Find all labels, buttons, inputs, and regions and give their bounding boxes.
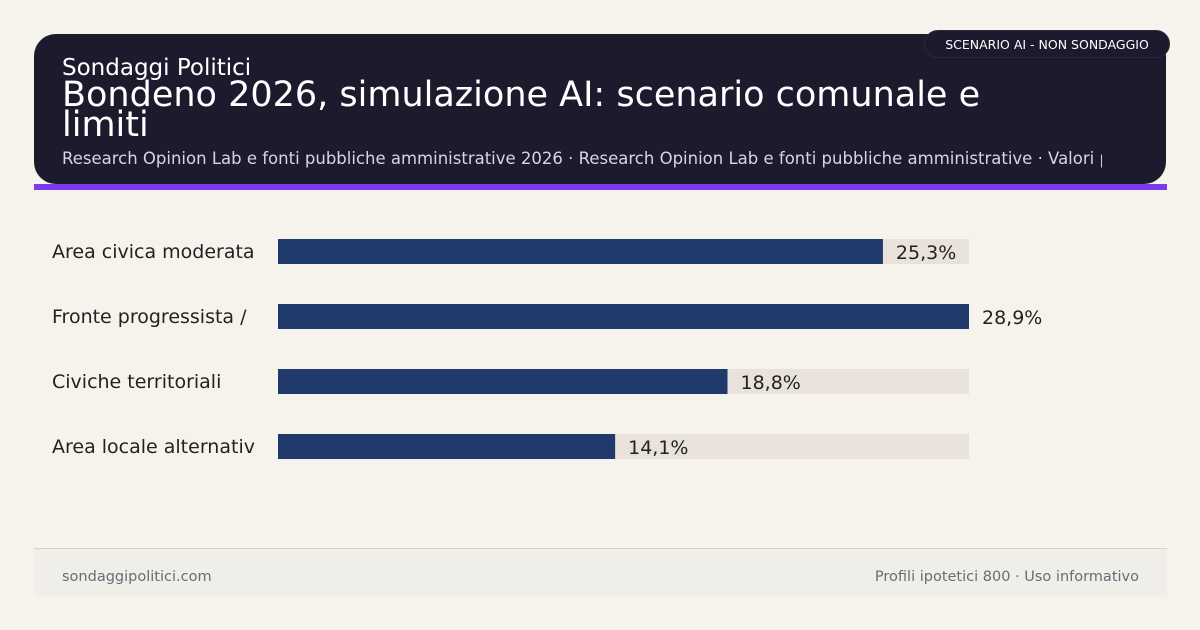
category-label: Fronte progressista / <box>52 306 247 328</box>
category-label: Area locale alternativ <box>52 436 255 458</box>
brand-name: Sondaggi Politici <box>62 55 252 81</box>
page-title: Bondeno 2026, simulazione AI: scenario c… <box>62 75 981 145</box>
footer-site: sondaggipolitici.com <box>62 569 212 585</box>
data-label: 14,1% <box>628 437 688 459</box>
data-label: 18,8% <box>741 372 801 394</box>
footer: sondaggipolitici.com Profili ipotetici 8… <box>34 548 1167 596</box>
bar <box>278 304 969 329</box>
bar <box>278 434 616 459</box>
header-banner: Sondaggi Politici Bondeno 2026, simulazi… <box>34 34 1166 184</box>
source-subtitle: Research Opinion Lab e fonti pubbliche a… <box>62 149 1102 168</box>
accent-stripe <box>34 184 1167 190</box>
bar <box>278 369 728 394</box>
scenario-badge: SCENARIO AI - NON SONDAGGIO <box>924 30 1170 58</box>
bar <box>278 239 883 264</box>
data-label: 28,9% <box>982 307 1042 329</box>
category-label: Area civica moderata <box>52 241 255 263</box>
footer-note: Profili ipotetici 800 · Uso informativo <box>874 569 1139 585</box>
data-label: 25,3% <box>896 242 956 264</box>
category-label: Civiche territoriali <box>52 371 221 393</box>
